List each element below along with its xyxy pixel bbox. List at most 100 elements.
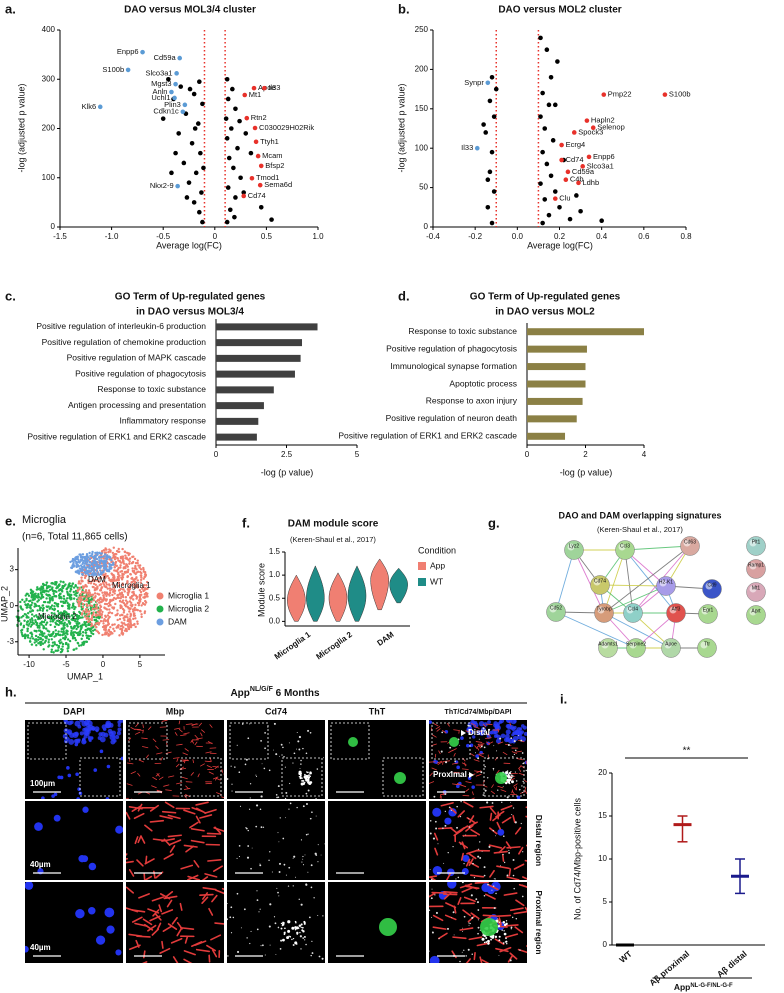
nucleus: [62, 733, 68, 739]
speck: [283, 931, 286, 935]
inset-box: [27, 722, 67, 760]
fiber: [452, 936, 467, 940]
speck: [278, 871, 281, 873]
speck: [486, 801, 489, 804]
x-tick-label: 0.2: [554, 232, 566, 241]
umap-cell: [69, 587, 72, 590]
data-point: [224, 219, 230, 225]
speck: [512, 874, 515, 877]
umap-cell: [87, 623, 90, 627]
speck: [510, 926, 513, 929]
fiber: [161, 940, 164, 949]
category-label: Positive regulation of phagocytosis: [386, 343, 517, 353]
nucleus: [461, 868, 469, 875]
data-point: [540, 149, 545, 155]
umap-cell: [91, 550, 94, 554]
umap-cell: [34, 634, 38, 638]
speck: [315, 798, 317, 799]
nucleus: [66, 766, 70, 770]
speck: [462, 835, 464, 837]
umap-cell: [98, 573, 101, 577]
nucleus: [116, 731, 122, 736]
data-point: [474, 145, 480, 151]
umap-cell: [134, 625, 137, 629]
point-label: Rtn2: [251, 113, 267, 122]
node-highlight: [683, 539, 691, 547]
fiber: [156, 773, 160, 777]
speck: [503, 861, 506, 864]
fiber: [136, 935, 151, 938]
fiber: [465, 788, 470, 792]
umap-cell: [92, 574, 95, 577]
umap-cell: [36, 588, 40, 591]
speck: [284, 927, 286, 930]
fiber: [136, 729, 144, 731]
umap-cell: [122, 609, 126, 612]
umap-cell: [73, 559, 77, 562]
speck: [521, 895, 524, 898]
umap-cell: [53, 641, 56, 644]
speck: [496, 750, 498, 752]
umap-cell: [68, 606, 71, 609]
umap-cell: [35, 644, 38, 647]
speck: [289, 782, 291, 785]
umap-cell: [73, 593, 76, 596]
speck: [485, 941, 488, 943]
speck: [243, 908, 246, 911]
fiber: [158, 776, 164, 780]
umap-cell: [47, 638, 51, 641]
speck: [283, 755, 285, 758]
umap-cell: [52, 651, 55, 654]
umap-cell: [77, 614, 81, 618]
umap-cell: [79, 568, 82, 572]
nucleus: [460, 736, 464, 740]
fiber: [161, 720, 168, 722]
umap-cell: [135, 583, 139, 587]
speck: [514, 749, 517, 752]
speck: [434, 820, 437, 823]
umap-cell: [61, 642, 65, 646]
fiber: [443, 760, 451, 762]
node-highlight: [749, 539, 757, 547]
umap-cell: [139, 581, 142, 584]
speck: [292, 762, 294, 764]
umap-cell: [139, 570, 142, 574]
speck: [480, 771, 483, 774]
speck: [493, 745, 495, 747]
speck: [298, 924, 302, 928]
node-label: Cd63: [684, 539, 696, 545]
speck: [248, 808, 251, 810]
fiber: [152, 776, 157, 781]
speck: [300, 903, 303, 906]
fiber: [178, 720, 181, 725]
nucleus: [466, 743, 470, 748]
umap-cell: [106, 569, 110, 572]
umap-cell: [108, 578, 111, 582]
fiber: [448, 806, 457, 814]
speck: [324, 843, 325, 845]
node-label: Cd52: [550, 605, 562, 611]
micrograph: [429, 882, 527, 963]
scale-label: 100µm: [30, 779, 55, 788]
speck: [288, 866, 291, 869]
fiber: [442, 730, 447, 734]
fiber: [154, 913, 162, 921]
fiber: [460, 852, 464, 861]
fiber: [142, 918, 153, 926]
fiber: [494, 938, 505, 946]
umap-cell: [95, 614, 99, 617]
umap-cell: [30, 623, 34, 626]
umap-cell: [45, 590, 48, 593]
umap-cell: [59, 612, 63, 615]
data-point: [580, 164, 585, 169]
nucleus: [106, 925, 115, 934]
nucleus: [456, 765, 460, 770]
data-point: [166, 76, 171, 82]
data-point: [182, 102, 188, 108]
umap-cell: [72, 561, 75, 565]
chart-title: DAO versus MOL2 cluster: [498, 5, 621, 16]
speck: [309, 817, 312, 820]
speck: [482, 794, 484, 796]
speck: [251, 847, 253, 849]
umap-cell: [88, 567, 91, 570]
